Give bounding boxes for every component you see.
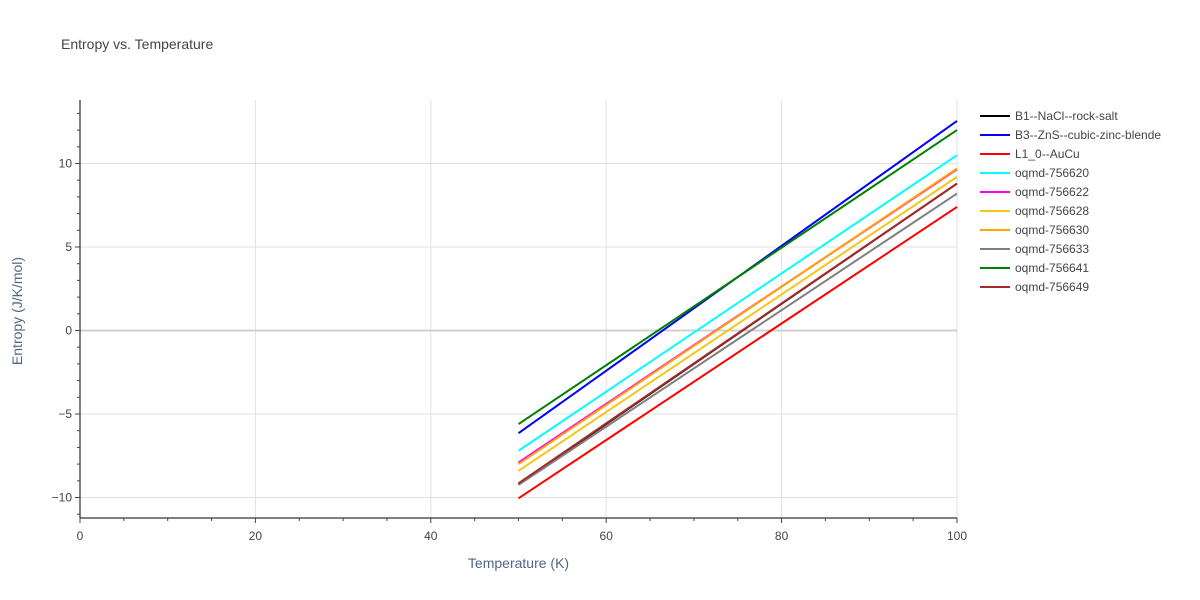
legend-swatch-icon <box>980 171 1010 174</box>
legend-swatch-icon <box>980 133 1010 136</box>
chart-title: Entropy vs. Temperature <box>61 36 214 52</box>
legend-label: oqmd-756622 <box>1015 184 1090 199</box>
series-line-oqmd-756649[interactable] <box>517 182 958 485</box>
y-axis-label: Entropy (J/K/mol) <box>9 257 25 365</box>
legend-label: B3--ZnS--cubic-zinc-blende <box>1015 127 1162 142</box>
x-tick-label: 80 <box>775 529 789 543</box>
legend-item[interactable]: oqmd-756649 <box>980 277 1161 296</box>
x-tick-label: 100 <box>947 529 967 543</box>
legend-swatch-icon <box>980 228 1010 231</box>
legend-item[interactable]: oqmd-756620 <box>980 163 1161 182</box>
legend-item[interactable]: oqmd-756633 <box>980 239 1161 258</box>
legend: B1--NaCl--rock-salt B3--ZnS--cubic-zinc-b… <box>980 106 1161 296</box>
legend-label: oqmd-756641 <box>1015 260 1090 275</box>
series-line-oqmd-756641[interactable] <box>517 129 958 425</box>
legend-label: B1--NaCl--rock-salt <box>1015 108 1118 123</box>
legend-swatch-icon <box>980 152 1010 155</box>
legend-item[interactable]: oqmd-756628 <box>980 201 1161 220</box>
legend-swatch-icon <box>980 209 1010 212</box>
legend-label: oqmd-756620 <box>1015 165 1090 180</box>
legend-label: oqmd-756633 <box>1015 241 1090 256</box>
legend-swatch-icon <box>980 114 1010 117</box>
series-line-oqmd-756628[interactable] <box>517 176 958 472</box>
legend-item[interactable]: B3--ZnS--cubic-zinc-blende <box>980 125 1161 144</box>
series-line-oqmd-756633[interactable] <box>517 192 958 486</box>
y-tick-label: 5 <box>65 240 72 254</box>
legend-item[interactable]: L1_0--AuCu <box>980 144 1161 163</box>
x-tick-label: 60 <box>600 529 614 543</box>
x-tick-label: 0 <box>77 529 84 543</box>
y-tick-label: −10 <box>52 491 73 505</box>
legend-item[interactable]: oqmd-756641 <box>980 258 1161 277</box>
legend-swatch-icon <box>980 247 1010 250</box>
x-axis-label: Temperature (K) <box>468 555 569 571</box>
series-line-oqmd-756620[interactable] <box>517 154 958 452</box>
legend-swatch-icon <box>980 190 1010 193</box>
legend-swatch-icon <box>980 266 1010 269</box>
legend-label: oqmd-756628 <box>1015 203 1090 218</box>
x-tick-label: 40 <box>424 529 438 543</box>
legend-label: L1_0--AuCu <box>1015 146 1080 161</box>
legend-label: oqmd-756630 <box>1015 222 1090 237</box>
legend-item[interactable]: B1--NaCl--rock-salt <box>980 106 1161 125</box>
series-line-oqmd-756630[interactable] <box>517 167 958 465</box>
legend-item[interactable]: oqmd-756630 <box>980 220 1161 239</box>
series-line-l1-0-aucu[interactable] <box>517 206 958 500</box>
legend-item[interactable]: oqmd-756622 <box>980 182 1161 201</box>
y-tick-label: 0 <box>65 324 72 338</box>
legend-label: oqmd-756649 <box>1015 279 1090 294</box>
y-tick-label: −5 <box>58 407 72 421</box>
legend-swatch-icon <box>980 285 1010 288</box>
y-tick-label: 10 <box>59 157 73 171</box>
x-tick-label: 20 <box>249 529 263 543</box>
